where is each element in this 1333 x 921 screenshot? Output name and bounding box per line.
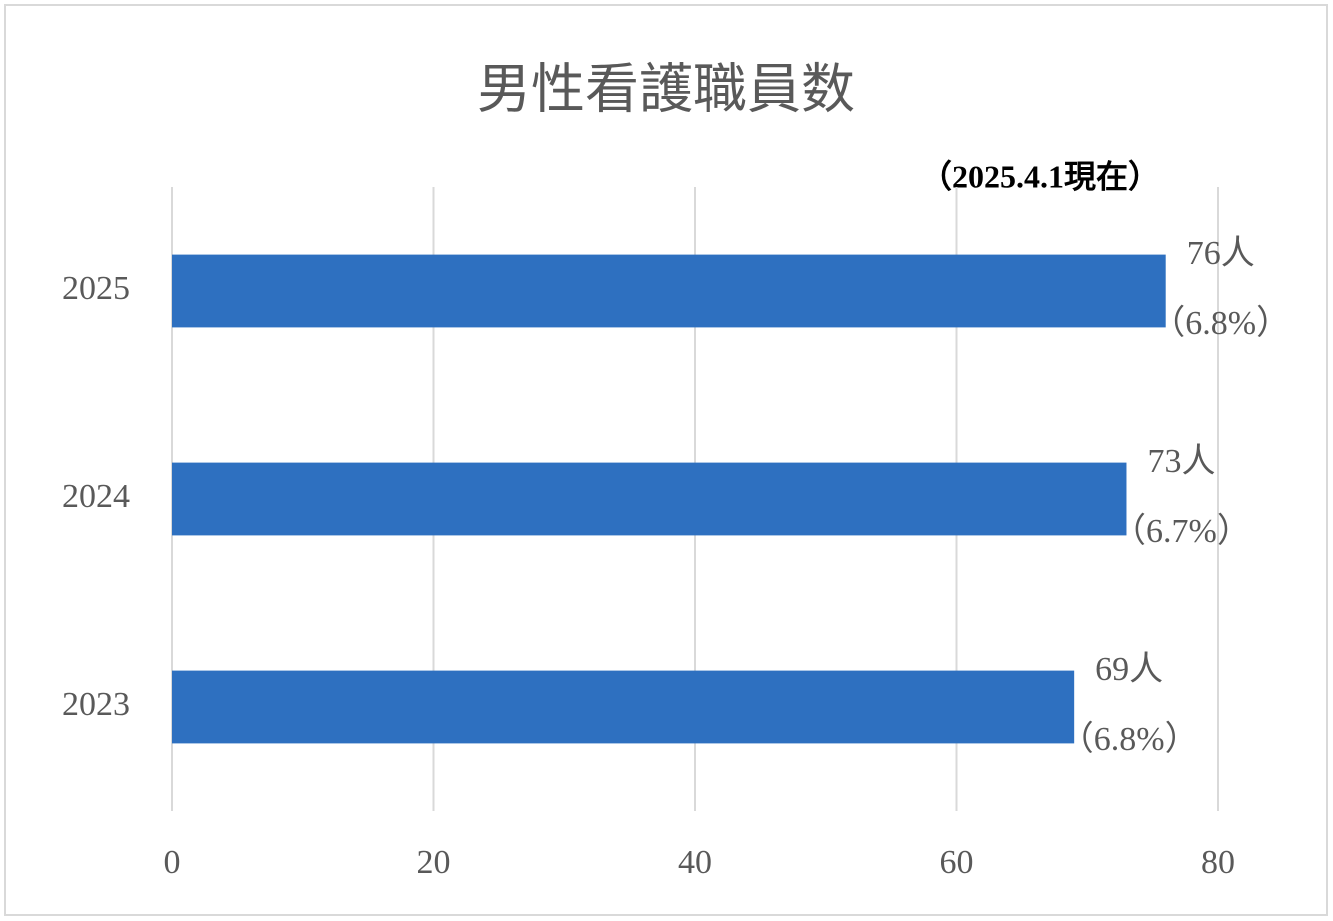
y-tick-label: 2024 [62,478,130,515]
value-label: 69人 [1095,651,1163,688]
chart-title: 男性看護職員数 [477,59,855,119]
share-label: （6.7%） [1112,512,1251,550]
bar [172,670,1075,744]
share-label: （6.8%） [1060,720,1199,758]
x-tick-label: 80 [1201,844,1235,881]
value-label: 76人 [1187,235,1255,272]
x-tick-label: 60 [940,844,974,881]
chart-border [4,4,1328,916]
x-tick-label: 40 [678,844,712,881]
value-label: 73人 [1147,443,1215,480]
bar [172,254,1166,328]
x-tick-label: 0 [164,844,181,881]
share-label: （6.8%） [1151,304,1290,342]
x-tick-label: 20 [417,844,451,881]
bar [172,462,1127,536]
y-tick-label: 2025 [62,270,130,307]
chart-subtitle: （2025.4.1現在） [920,158,1160,194]
y-tick-label: 2023 [62,686,130,723]
